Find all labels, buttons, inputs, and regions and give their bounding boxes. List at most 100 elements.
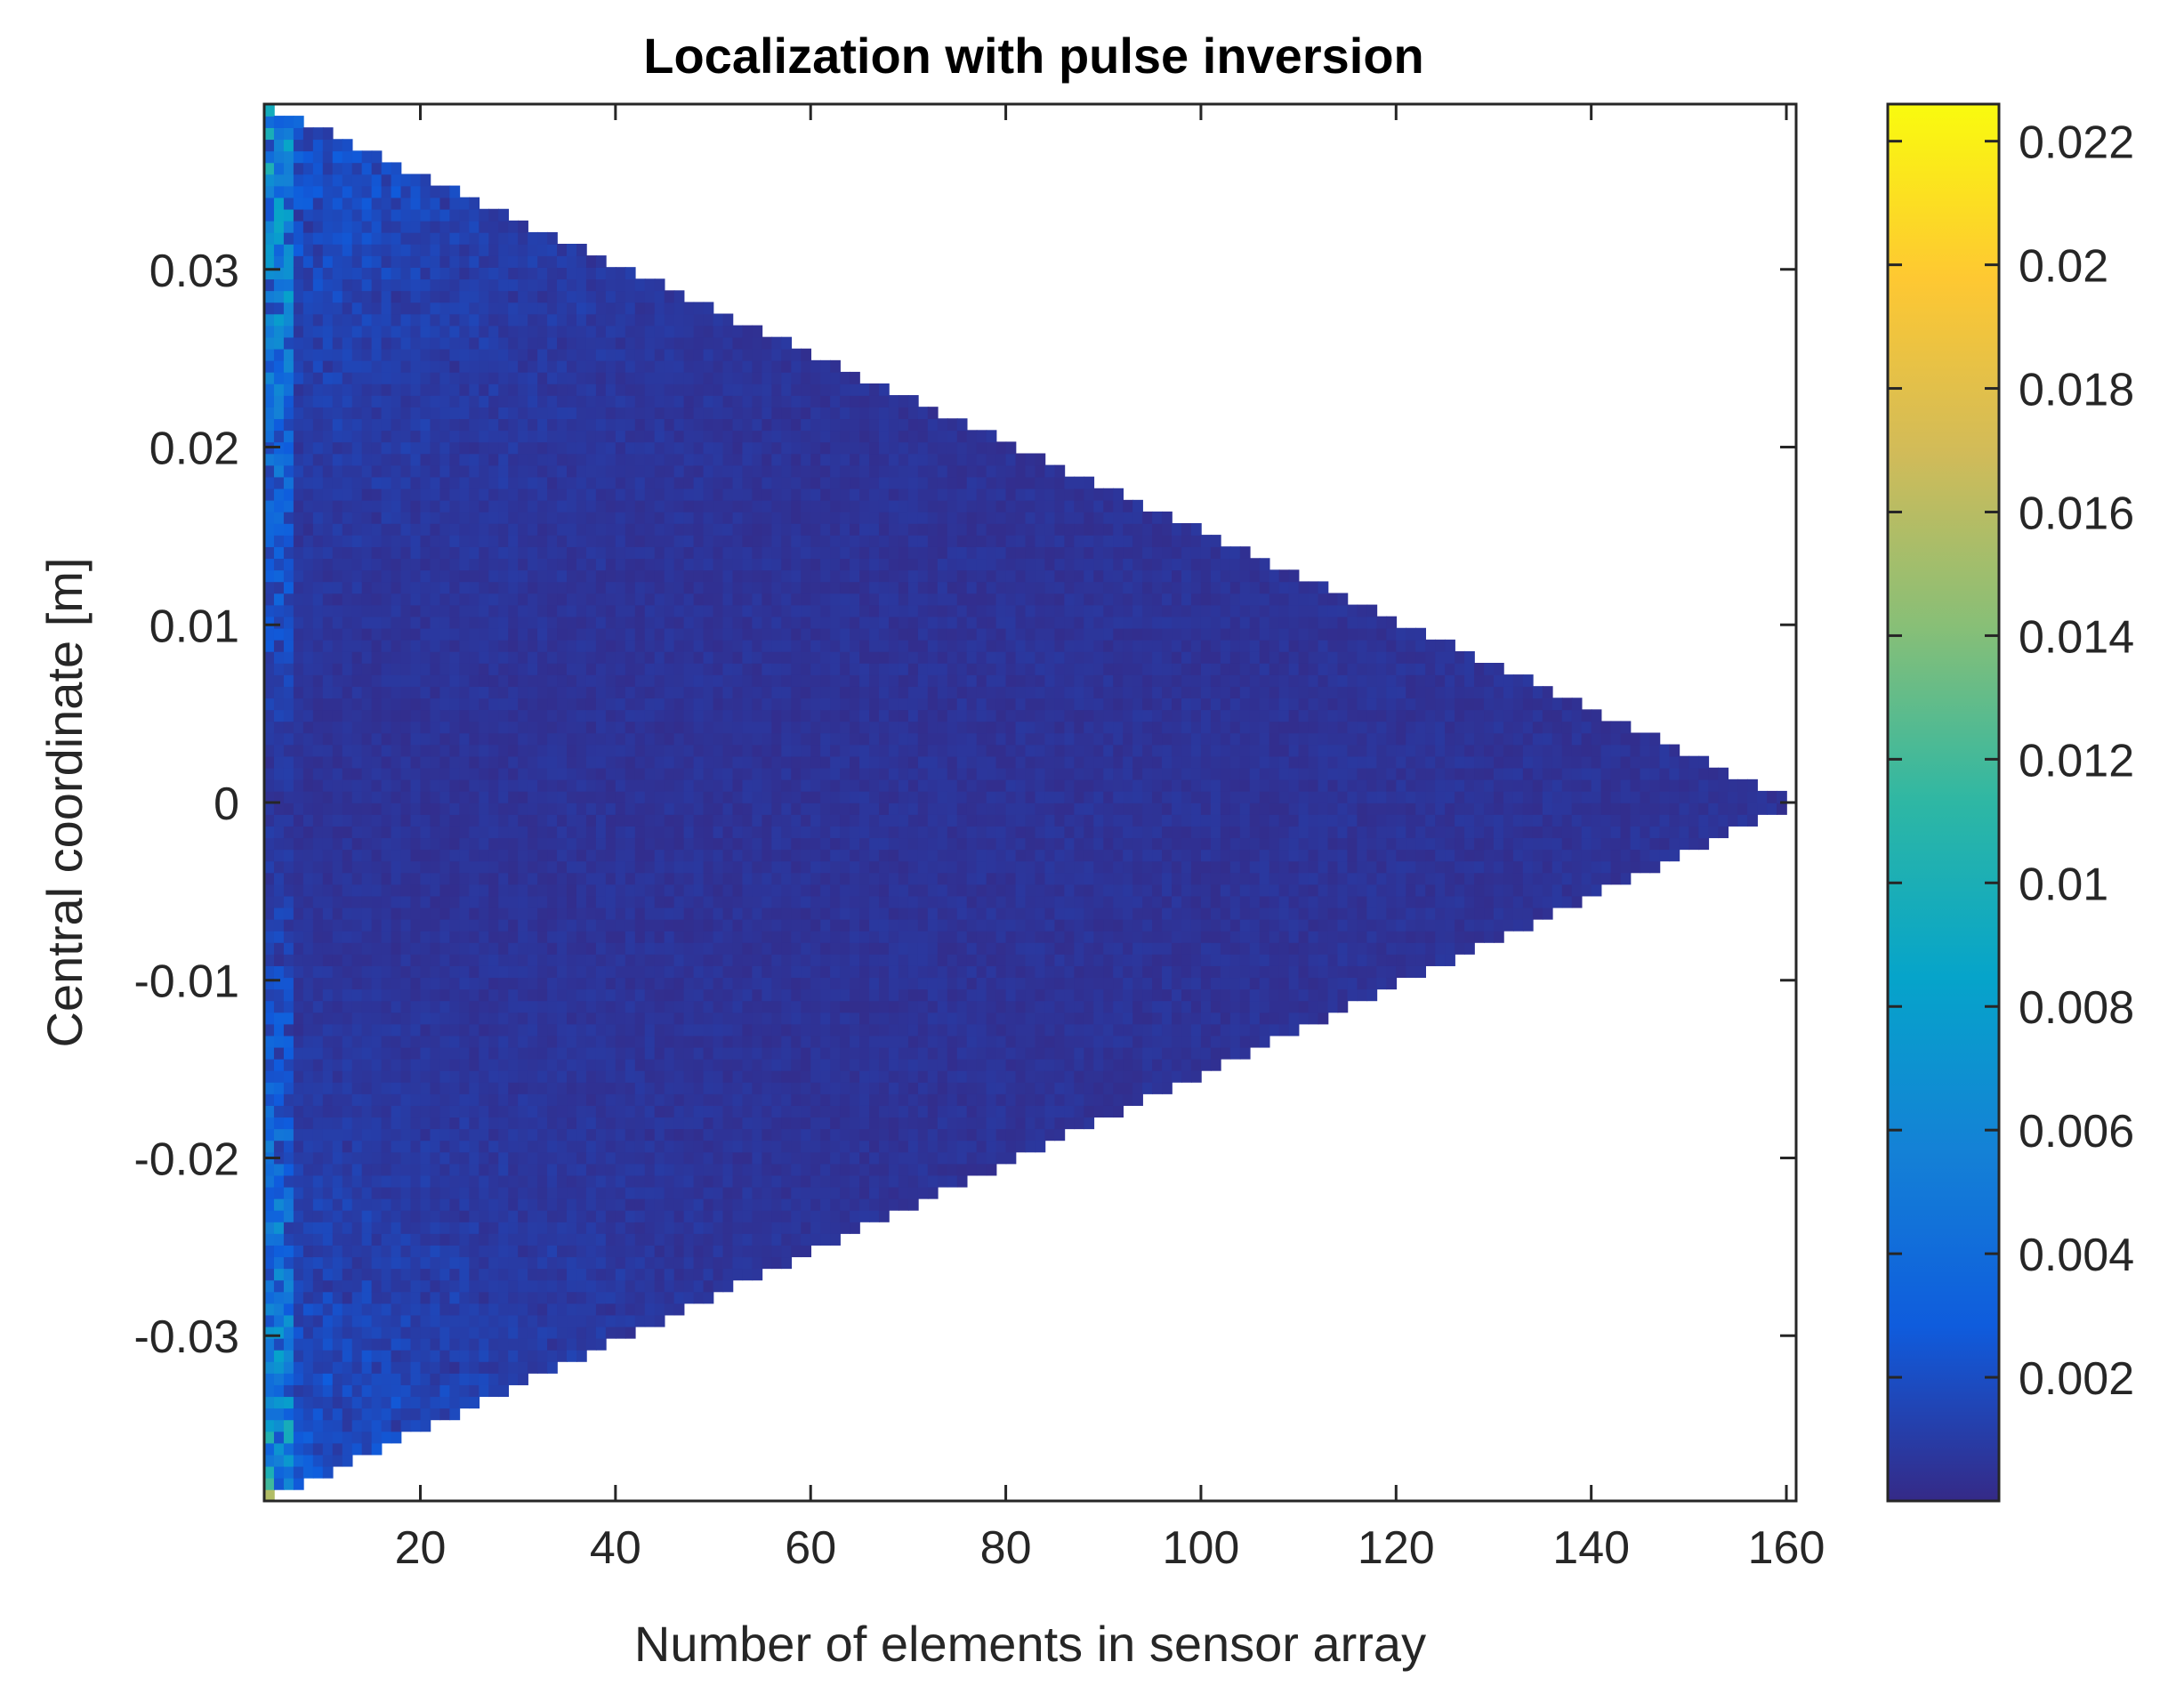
heatmap-cell <box>449 698 461 711</box>
heatmap-cell <box>332 1163 343 1176</box>
heatmap-cell <box>518 930 528 943</box>
heatmap-cell <box>615 1314 626 1327</box>
heatmap-cell <box>498 1058 510 1071</box>
heatmap-cell <box>518 395 528 407</box>
heatmap-cell <box>498 1222 510 1234</box>
heatmap-cell <box>469 407 480 420</box>
heatmap-cell <box>361 1361 373 1374</box>
heatmap-cell <box>381 1000 392 1013</box>
heatmap-cell <box>312 407 324 420</box>
heatmap-cell <box>410 1163 422 1176</box>
heatmap-cell <box>420 1128 431 1141</box>
heatmap-cell <box>537 593 548 606</box>
heatmap-cell <box>449 790 461 803</box>
heatmap-cell <box>371 1314 383 1327</box>
heatmap-cell <box>498 755 510 769</box>
heatmap-cell <box>498 1000 510 1013</box>
heatmap-cell <box>293 604 304 617</box>
heatmap-cell <box>361 173 373 187</box>
heatmap-cell <box>420 837 431 851</box>
heatmap-cell <box>391 290 402 303</box>
heatmap-cell <box>722 1245 734 1258</box>
heatmap-cell <box>683 604 695 617</box>
heatmap-cell <box>644 371 656 384</box>
heatmap-cell <box>673 988 685 1002</box>
heatmap-cell <box>664 814 675 827</box>
heatmap-cell <box>683 581 695 594</box>
heatmap-cell <box>722 395 734 407</box>
heatmap-cell <box>410 348 422 361</box>
heatmap-cell <box>732 581 744 594</box>
heatmap-cell <box>683 325 695 338</box>
heatmap-cell <box>410 336 422 350</box>
heatmap-cell <box>351 837 363 851</box>
heatmap-cell <box>537 395 548 407</box>
heatmap-cell <box>479 1326 490 1339</box>
heatmap-cell <box>595 918 607 932</box>
heatmap-cell <box>381 942 392 955</box>
heatmap-cell <box>283 1337 294 1351</box>
heatmap-cell <box>567 1174 577 1188</box>
heatmap-cell <box>732 453 744 466</box>
heatmap-cell <box>537 790 548 803</box>
heatmap-cell <box>264 150 275 164</box>
heatmap-cell <box>673 907 685 920</box>
heatmap-cell <box>693 1140 705 1153</box>
heatmap-cell <box>567 1198 577 1211</box>
heatmap-cell <box>644 558 656 571</box>
heatmap-cell <box>605 686 617 699</box>
heatmap-cell <box>498 1256 510 1270</box>
heatmap-cell <box>264 826 275 839</box>
heatmap-cell <box>302 627 314 641</box>
heatmap-cell <box>547 593 558 606</box>
heatmap-cell <box>361 1233 373 1246</box>
heatmap-cell <box>264 1012 275 1025</box>
heatmap-cell <box>732 872 744 885</box>
heatmap-cell <box>654 1314 665 1327</box>
heatmap-cell <box>351 604 363 617</box>
heatmap-cell <box>605 639 617 652</box>
heatmap-cell <box>585 1105 597 1118</box>
heatmap-cell <box>508 686 519 699</box>
heatmap-cell <box>625 616 636 629</box>
heatmap-cell <box>430 1023 441 1037</box>
heatmap-cell <box>381 954 392 966</box>
heatmap-cell <box>567 1105 577 1118</box>
heatmap-cell <box>449 1291 461 1304</box>
heatmap-cell <box>673 1174 685 1188</box>
heatmap-cell <box>449 476 461 489</box>
heatmap-cell <box>351 755 363 769</box>
heatmap-cell <box>585 837 597 851</box>
heatmap-cell <box>528 418 538 432</box>
heatmap-cell <box>439 197 451 210</box>
heatmap-cell <box>703 826 714 839</box>
heatmap-cell <box>488 546 500 560</box>
heatmap-cell <box>332 849 343 862</box>
heatmap-cell <box>488 581 500 594</box>
heatmap-cell <box>342 604 353 617</box>
heatmap-cell <box>430 1163 441 1176</box>
heatmap-cell <box>410 1140 422 1153</box>
heatmap-cell <box>518 1279 528 1293</box>
heatmap-cell <box>498 1384 510 1398</box>
heatmap-cell <box>605 918 617 932</box>
heatmap-cell <box>537 1046 548 1060</box>
heatmap-cell <box>361 488 373 501</box>
heatmap-cell <box>332 476 343 489</box>
heatmap-cell <box>567 290 577 303</box>
heatmap-cell <box>722 523 734 536</box>
heatmap-cell <box>508 977 519 990</box>
heatmap-cell <box>332 918 343 932</box>
heatmap-cell <box>322 627 334 641</box>
heatmap-cell <box>361 1023 373 1037</box>
heatmap-cell <box>361 418 373 432</box>
heatmap-cell <box>273 1477 285 1490</box>
heatmap-cell <box>557 278 568 292</box>
heatmap-cell <box>332 907 343 920</box>
heatmap-cell <box>683 837 695 851</box>
heatmap-cell <box>498 464 510 478</box>
heatmap-cell <box>615 1209 626 1222</box>
heatmap-cell <box>312 1431 324 1444</box>
heatmap-cell <box>322 441 334 455</box>
heatmap-cell <box>293 511 304 524</box>
